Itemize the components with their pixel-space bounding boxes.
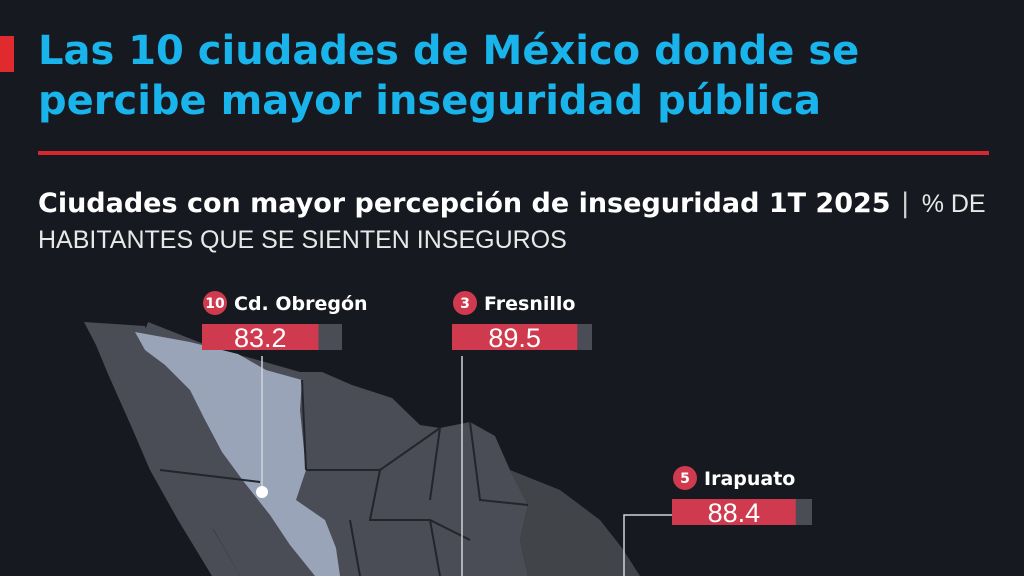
city-label: Cd. Obregón: [234, 293, 368, 315]
chart-subtitle: Ciudades con mayor percepción de insegur…: [38, 186, 998, 258]
rank-badge: [673, 466, 697, 490]
chart-layer: 10 Cd. Obregón 83.2 3 Fresnillo 89.5 5 Irapuato…: [202, 291, 812, 576]
bar: [672, 499, 796, 525]
rank-number: 10: [205, 296, 225, 312]
map-region-sonora: [135, 332, 340, 576]
rank-number: 3: [460, 296, 470, 312]
unit-label: % DE HABITANTES QUE SE SIENTEN INSEGUROS: [38, 190, 986, 254]
title-divider: [38, 151, 989, 155]
accent-bar: [0, 36, 14, 72]
city-label: Irapuato: [704, 468, 795, 490]
page-title: Las 10 ciudades de México donde se perci…: [38, 28, 860, 124]
leader-line: [623, 514, 672, 576]
city-callout: 5 Irapuato 88.4: [623, 466, 812, 576]
data-label: 83.2: [234, 323, 287, 353]
map-regions: [84, 322, 640, 576]
unit-separator: |: [900, 188, 910, 219]
city-label: Fresnillo: [484, 293, 575, 315]
city-callout: 10 Cd. Obregón 83.2: [202, 291, 368, 498]
rank-badge: [453, 291, 477, 315]
data-label: 89.5: [488, 323, 541, 353]
bar: [452, 324, 578, 350]
rank-badge: [203, 291, 227, 315]
city-callout: 3 Fresnillo 89.5: [452, 291, 592, 576]
rank-number: 5: [680, 471, 690, 487]
bar: [202, 324, 319, 350]
city-marker: [256, 486, 268, 498]
data-label: 88.4: [708, 498, 761, 528]
subtitle-text: Ciudades con mayor percepción de insegur…: [38, 188, 891, 219]
map-state-borders: [159, 379, 529, 576]
map-region-gulf-coast: [510, 470, 640, 576]
